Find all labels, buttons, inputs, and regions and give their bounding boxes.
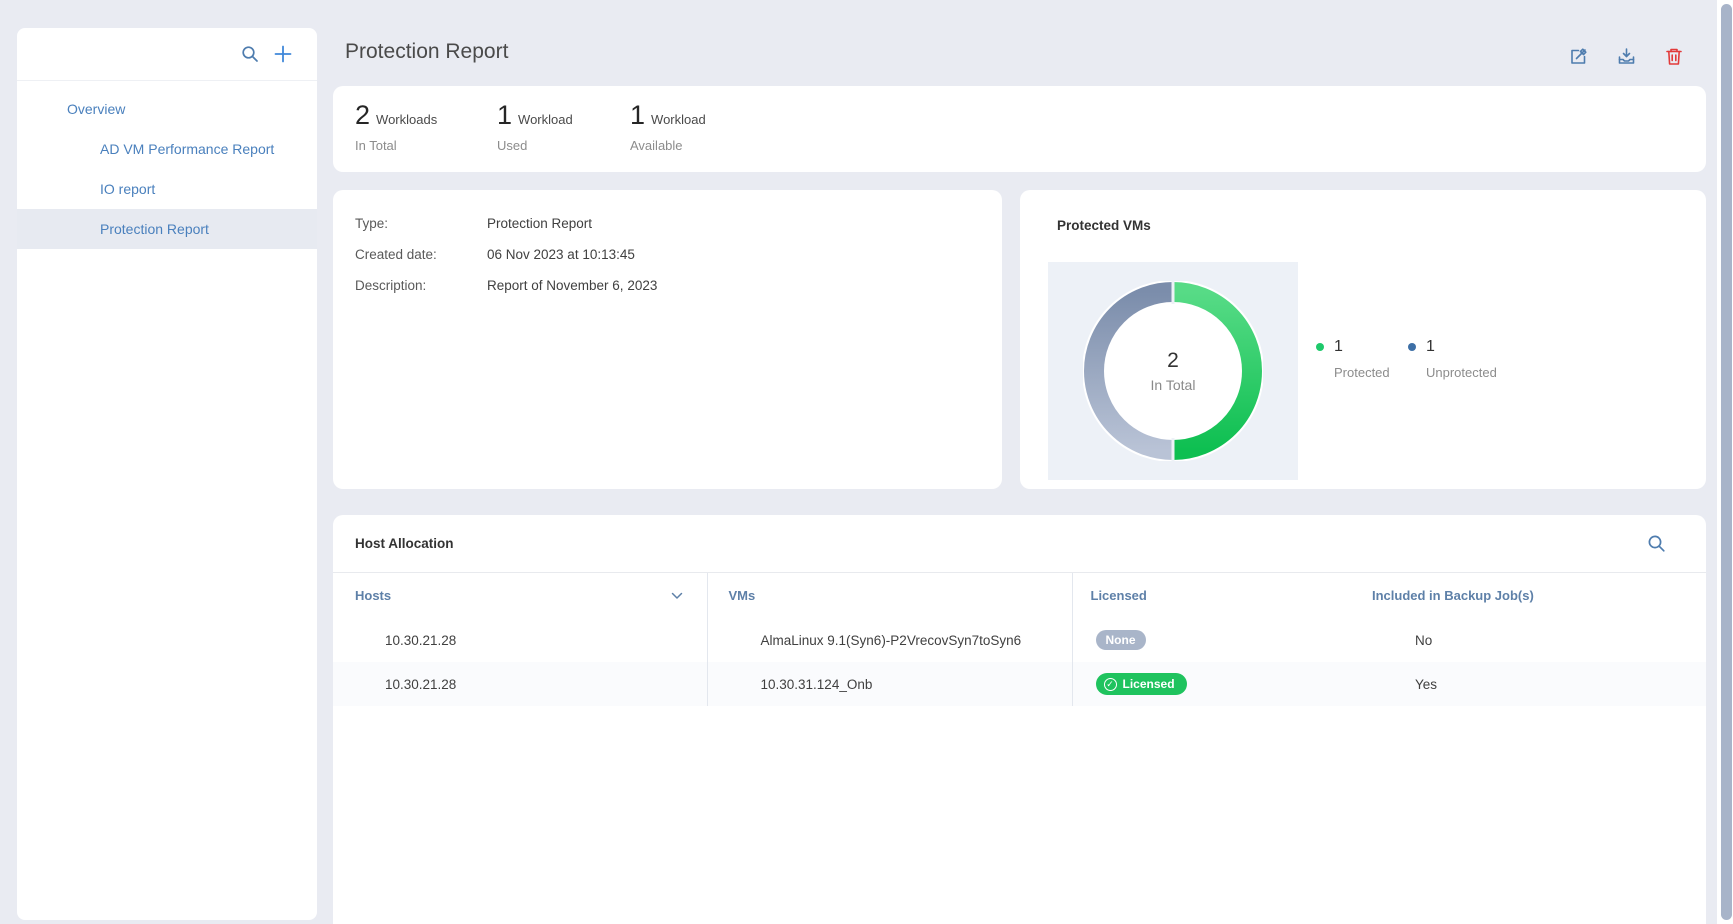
stat-unit: Workload [651, 112, 706, 127]
sidebar-item-protection-report[interactable]: Protection Report [17, 209, 317, 249]
detail-label: Description: [355, 278, 487, 293]
sidebar-toolbar [17, 28, 317, 81]
table-header-row: Hosts VMs Licensed Included in Backup Jo… [333, 573, 1706, 618]
legend-unprotected: 1 Unprotected [1408, 338, 1497, 380]
protected-vms-donut-chart: 2 In Total [1083, 281, 1263, 461]
protected-vms-chart-panel: 2 In Total [1048, 262, 1298, 480]
report-sidebar: Overview AD VM Performance Report IO rep… [17, 28, 317, 920]
detail-value: Protection Report [487, 216, 592, 231]
cell-vm: AlmaLinux 9.1(Syn6)-P2VrecovSyn7toSyn6 [707, 618, 1072, 662]
column-header-licensed: Licensed [1072, 573, 1372, 618]
stat-label: Used [497, 138, 573, 153]
workloads-summary-card: 2 Workloads In Total 1 Workload Used 1 W… [333, 86, 1706, 172]
license-badge-label: Licensed [1123, 677, 1175, 691]
detail-value: Report of November 6, 2023 [487, 278, 657, 293]
legend-protected: 1 Protected [1316, 338, 1390, 380]
sidebar-item-label: AD VM Performance Report [100, 141, 274, 157]
legend-label: Unprotected [1426, 365, 1497, 380]
column-header-label: VMs [729, 588, 756, 603]
stat-workloads-available: 1 Workload Available [630, 100, 706, 153]
detail-row-type: Type: Protection Report [355, 208, 1002, 239]
table-search-icon[interactable] [1647, 534, 1666, 553]
header-actions [1568, 46, 1684, 67]
host-allocation-table: Hosts VMs Licensed Included in Backup Jo… [333, 573, 1707, 706]
stat-label: In Total [355, 138, 437, 153]
stat-unit: Workloads [376, 112, 437, 127]
stat-label: Available [630, 138, 706, 153]
legend-label: Protected [1334, 365, 1390, 380]
protected-vms-card: Protected VMs 2 In Tot [1020, 190, 1706, 489]
stat-workloads-total: 2 Workloads In Total [355, 100, 437, 153]
legend-dot-protected [1316, 343, 1324, 351]
check-circle-icon: ✓ [1104, 678, 1117, 691]
report-nav: Overview AD VM Performance Report IO rep… [17, 81, 317, 249]
stat-value: 1 [630, 100, 645, 131]
sidebar-item-overview[interactable]: Overview [17, 89, 317, 129]
column-header-label: Licensed [1091, 588, 1147, 603]
donut-svg [1083, 281, 1263, 461]
detail-row-created-date: Created date: 06 Nov 2023 at 10:13:45 [355, 239, 1002, 270]
stat-unit: Workload [518, 112, 573, 127]
legend-value: 1 [1426, 338, 1435, 356]
detail-label: Created date: [355, 247, 487, 262]
page-scrollbar-track[interactable] [1717, 0, 1733, 924]
sidebar-item-label: IO report [100, 181, 155, 197]
cell-included: Yes [1372, 662, 1706, 706]
edit-report-icon[interactable] [1568, 46, 1589, 67]
table-row[interactable]: 10.30.21.28 AlmaLinux 9.1(Syn6)-P2Vrecov… [333, 618, 1706, 662]
host-allocation-header: Host Allocation [333, 515, 1706, 573]
stat-value: 1 [497, 100, 512, 131]
cell-vm: 10.30.31.124_Onb [707, 662, 1072, 706]
cell-host: 10.30.21.28 [333, 662, 707, 706]
license-badge-none: None [1096, 630, 1146, 650]
add-report-icon[interactable] [273, 44, 293, 64]
column-header-hosts[interactable]: Hosts [333, 573, 707, 618]
sidebar-item-ad-vm-performance-report[interactable]: AD VM Performance Report [17, 129, 317, 169]
detail-value: 06 Nov 2023 at 10:13:45 [487, 247, 635, 262]
sidebar-item-io-report[interactable]: IO report [17, 169, 317, 209]
report-details-card: Type: Protection Report Created date: 06… [333, 190, 1002, 489]
cell-licensed: ✓ Licensed [1072, 662, 1372, 706]
host-allocation-title: Host Allocation [355, 536, 454, 551]
legend-value: 1 [1334, 338, 1343, 356]
search-icon[interactable] [241, 45, 259, 63]
column-header-vms: VMs [707, 573, 1072, 618]
column-header-included-in-backup-jobs: Included in Backup Job(s) [1372, 573, 1706, 618]
table-row[interactable]: 10.30.21.28 10.30.31.124_Onb ✓ Licensed … [333, 662, 1706, 706]
sidebar-item-label: Overview [67, 101, 125, 117]
protected-vms-title: Protected VMs [1057, 218, 1151, 233]
sidebar-item-label: Protection Report [100, 221, 209, 237]
detail-row-description: Description: Report of November 6, 2023 [355, 270, 1002, 301]
stat-value: 2 [355, 100, 370, 131]
page-title: Protection Report [345, 40, 508, 64]
cell-included: No [1372, 618, 1706, 662]
cell-licensed: None [1072, 618, 1372, 662]
host-allocation-card: Host Allocation Hosts VMs [333, 515, 1706, 924]
license-badge-licensed: ✓ Licensed [1096, 673, 1187, 695]
chevron-down-icon[interactable] [671, 592, 683, 600]
cell-host: 10.30.21.28 [333, 618, 707, 662]
column-header-label: Included in Backup Job(s) [1372, 588, 1534, 603]
legend-dot-unprotected [1408, 343, 1416, 351]
page-scrollbar-thumb[interactable] [1721, 4, 1732, 920]
delete-report-icon[interactable] [1664, 46, 1684, 67]
column-header-label: Hosts [355, 588, 391, 603]
stat-workloads-used: 1 Workload Used [497, 100, 573, 153]
detail-label: Type: [355, 216, 487, 231]
download-report-icon[interactable] [1616, 46, 1637, 67]
